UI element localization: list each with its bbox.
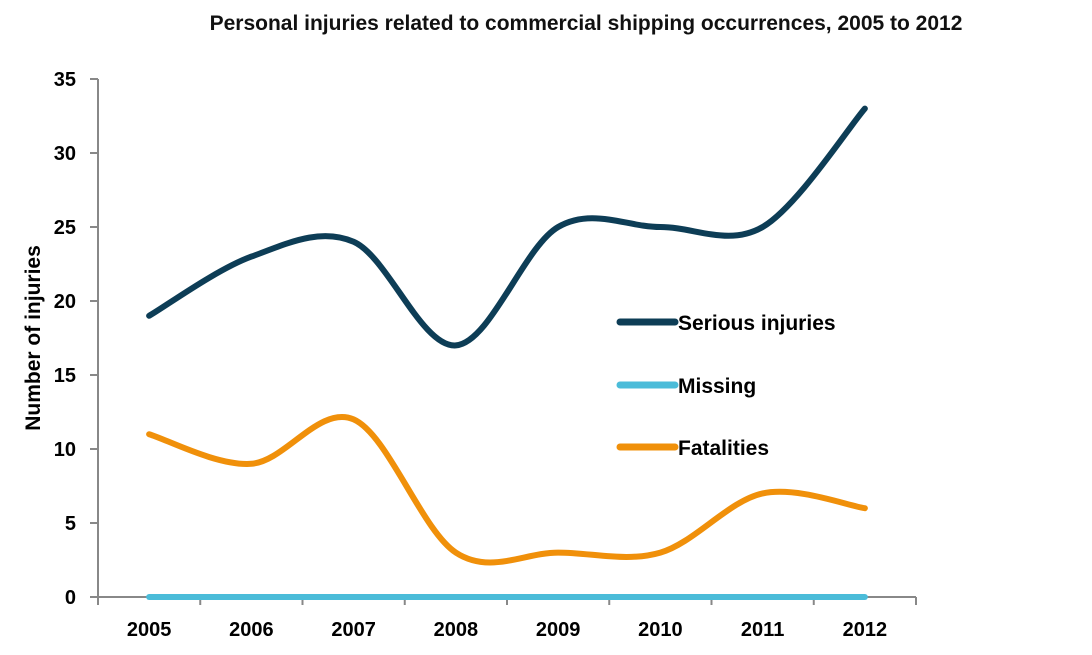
legend-label-missing: Missing <box>678 375 756 398</box>
legend: Serious injuries Missing Fatalities <box>616 312 836 460</box>
legend-label-serious-injuries: Serious injuries <box>678 312 836 335</box>
axes: 0 5 10 15 20 25 30 35 2005 2006 2007 2008 2009 2010 20… <box>54 69 917 641</box>
y-tick-label: 25 <box>54 217 76 239</box>
y-axis-title: Number of injuries <box>22 245 45 431</box>
x-tick-label: 2008 <box>434 619 479 641</box>
x-tick-label: 2012 <box>843 619 888 641</box>
y-tick-label: 5 <box>65 513 76 535</box>
y-tick-label: 30 <box>54 143 76 165</box>
y-tick-label: 10 <box>54 439 76 461</box>
chart-title: Personal injuries related to commercial … <box>209 12 963 35</box>
x-tick-label: 2009 <box>536 619 581 641</box>
x-tick-label: 2006 <box>229 619 274 641</box>
legend-label-fatalities: Fatalities <box>678 437 769 460</box>
x-tick-label: 2005 <box>127 619 172 641</box>
x-tick-label: 2007 <box>331 619 376 641</box>
x-tick-label: 2010 <box>638 619 683 641</box>
series-line-fatalities <box>146 414 868 566</box>
series-layer <box>146 105 868 601</box>
y-tick-label: 35 <box>54 69 76 91</box>
series-line-serious-injuries <box>146 105 868 349</box>
y-tick-label: 15 <box>54 365 76 387</box>
y-tick-label: 0 <box>65 587 76 609</box>
x-tick-label: 2011 <box>741 619 784 641</box>
y-tick-label: 20 <box>54 291 76 313</box>
